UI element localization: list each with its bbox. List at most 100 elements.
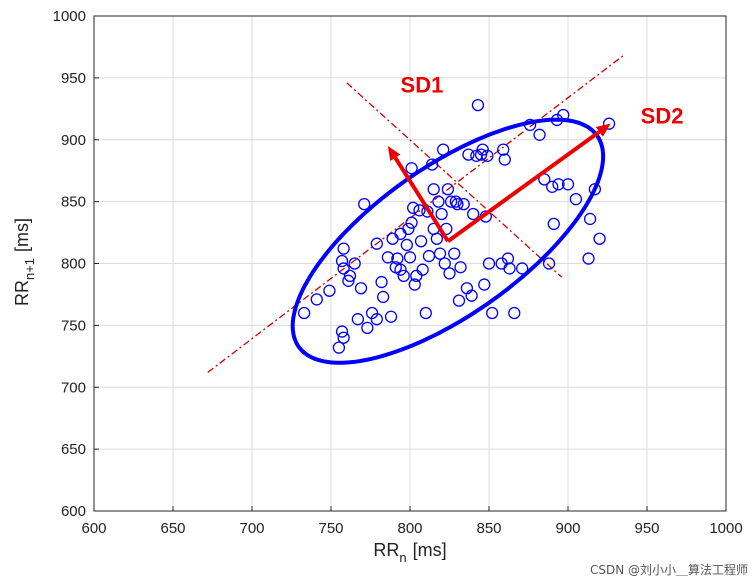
x-tick-label: 700 bbox=[239, 520, 264, 537]
data-point bbox=[441, 183, 455, 196]
data-point bbox=[381, 251, 395, 264]
y-tick-label: 750 bbox=[61, 317, 86, 334]
grid-lines bbox=[93, 15, 727, 512]
x-tick-label: 800 bbox=[397, 520, 422, 537]
data-point bbox=[593, 232, 606, 245]
data-point bbox=[503, 262, 516, 275]
data-point bbox=[419, 306, 432, 320]
data-point bbox=[454, 261, 467, 274]
data-point bbox=[474, 148, 488, 161]
data-point bbox=[438, 257, 451, 270]
data-point bbox=[465, 289, 478, 302]
sd2-label: SD2 bbox=[641, 104, 684, 129]
data-point bbox=[351, 313, 365, 326]
data-point bbox=[547, 217, 560, 231]
y-axis-ticks: 600 650 700 750 800 850 900 950 1000 bbox=[53, 8, 99, 520]
data-point bbox=[337, 242, 350, 255]
data-point bbox=[476, 143, 489, 156]
data-point bbox=[533, 128, 546, 141]
y-tick-label: 700 bbox=[61, 379, 86, 396]
y-axis-label: RRn+1[ms] bbox=[12, 218, 37, 306]
data-point bbox=[583, 212, 597, 226]
data-point bbox=[443, 267, 456, 280]
x-axis-ticks: 600 650 700 750 800 850 900 950 1000 bbox=[81, 506, 743, 537]
data-point bbox=[467, 207, 480, 221]
data-point bbox=[384, 310, 398, 323]
data-point bbox=[391, 252, 404, 265]
data-points bbox=[297, 98, 616, 354]
data-point bbox=[323, 284, 336, 297]
data-point bbox=[561, 178, 575, 191]
data-point bbox=[432, 195, 445, 208]
x-tick-label: 600 bbox=[81, 520, 106, 537]
data-point bbox=[400, 238, 413, 252]
data-point bbox=[433, 247, 447, 260]
data-point bbox=[498, 153, 511, 166]
data-point bbox=[542, 257, 556, 270]
data-point bbox=[516, 262, 529, 275]
plot-frame bbox=[93, 15, 727, 512]
fit-ellipse bbox=[290, 117, 606, 365]
data-point bbox=[410, 269, 423, 283]
watermark: CSDN @刘小小＿算法工程师 bbox=[590, 562, 748, 577]
x-tick-label: 650 bbox=[160, 520, 185, 537]
data-point bbox=[414, 235, 428, 248]
x-tick-label: 750 bbox=[318, 520, 343, 537]
data-point bbox=[588, 183, 602, 196]
sd-annotations: SD1 SD2 bbox=[401, 73, 684, 129]
data-point bbox=[497, 143, 510, 156]
data-point bbox=[332, 341, 346, 354]
data-point bbox=[478, 278, 491, 291]
data-point bbox=[448, 247, 461, 260]
data-point bbox=[337, 262, 350, 275]
data-point bbox=[569, 192, 583, 206]
data-point bbox=[430, 232, 444, 245]
data-point bbox=[413, 204, 426, 217]
sd1-arrow-head bbox=[387, 145, 401, 161]
data-point bbox=[358, 197, 371, 211]
data-point bbox=[407, 201, 420, 214]
data-point bbox=[405, 162, 418, 175]
x-tick-label: 900 bbox=[555, 520, 580, 537]
sd2-arrow-head bbox=[595, 123, 611, 137]
data-point bbox=[582, 252, 595, 265]
data-point bbox=[310, 293, 323, 306]
data-point bbox=[427, 183, 440, 196]
data-point bbox=[501, 252, 515, 265]
sd1-axis-line bbox=[346, 82, 563, 278]
data-point bbox=[376, 290, 390, 304]
y-tick-label: 800 bbox=[61, 256, 86, 273]
data-point bbox=[375, 275, 388, 289]
data-point bbox=[602, 117, 616, 130]
sd-arrows bbox=[387, 123, 611, 243]
data-point bbox=[335, 254, 349, 268]
data-point bbox=[449, 195, 462, 208]
y-axis-label-group: RRn+1[ms] bbox=[12, 218, 37, 306]
y-tick-label: 600 bbox=[61, 503, 86, 520]
data-point bbox=[408, 278, 421, 291]
data-point bbox=[486, 306, 499, 320]
data-point bbox=[397, 269, 410, 283]
data-point bbox=[462, 148, 475, 161]
data-point bbox=[435, 207, 448, 221]
data-point bbox=[482, 257, 496, 270]
data-point bbox=[335, 325, 349, 338]
data-point bbox=[546, 180, 559, 193]
data-point bbox=[297, 306, 311, 320]
data-point bbox=[552, 178, 565, 191]
data-point bbox=[402, 222, 415, 236]
x-tick-label: 1000 bbox=[709, 520, 742, 537]
y-tick-label: 900 bbox=[61, 132, 86, 149]
data-point bbox=[370, 313, 383, 326]
data-point bbox=[452, 294, 466, 307]
data-point bbox=[354, 282, 368, 295]
sd2-arrow-shaft bbox=[446, 130, 601, 243]
data-point bbox=[405, 216, 418, 229]
data-point bbox=[342, 274, 355, 287]
x-tick-label: 850 bbox=[476, 520, 501, 537]
data-point bbox=[361, 321, 374, 335]
data-point bbox=[370, 237, 383, 250]
data-point bbox=[348, 257, 361, 270]
data-point bbox=[508, 306, 521, 320]
